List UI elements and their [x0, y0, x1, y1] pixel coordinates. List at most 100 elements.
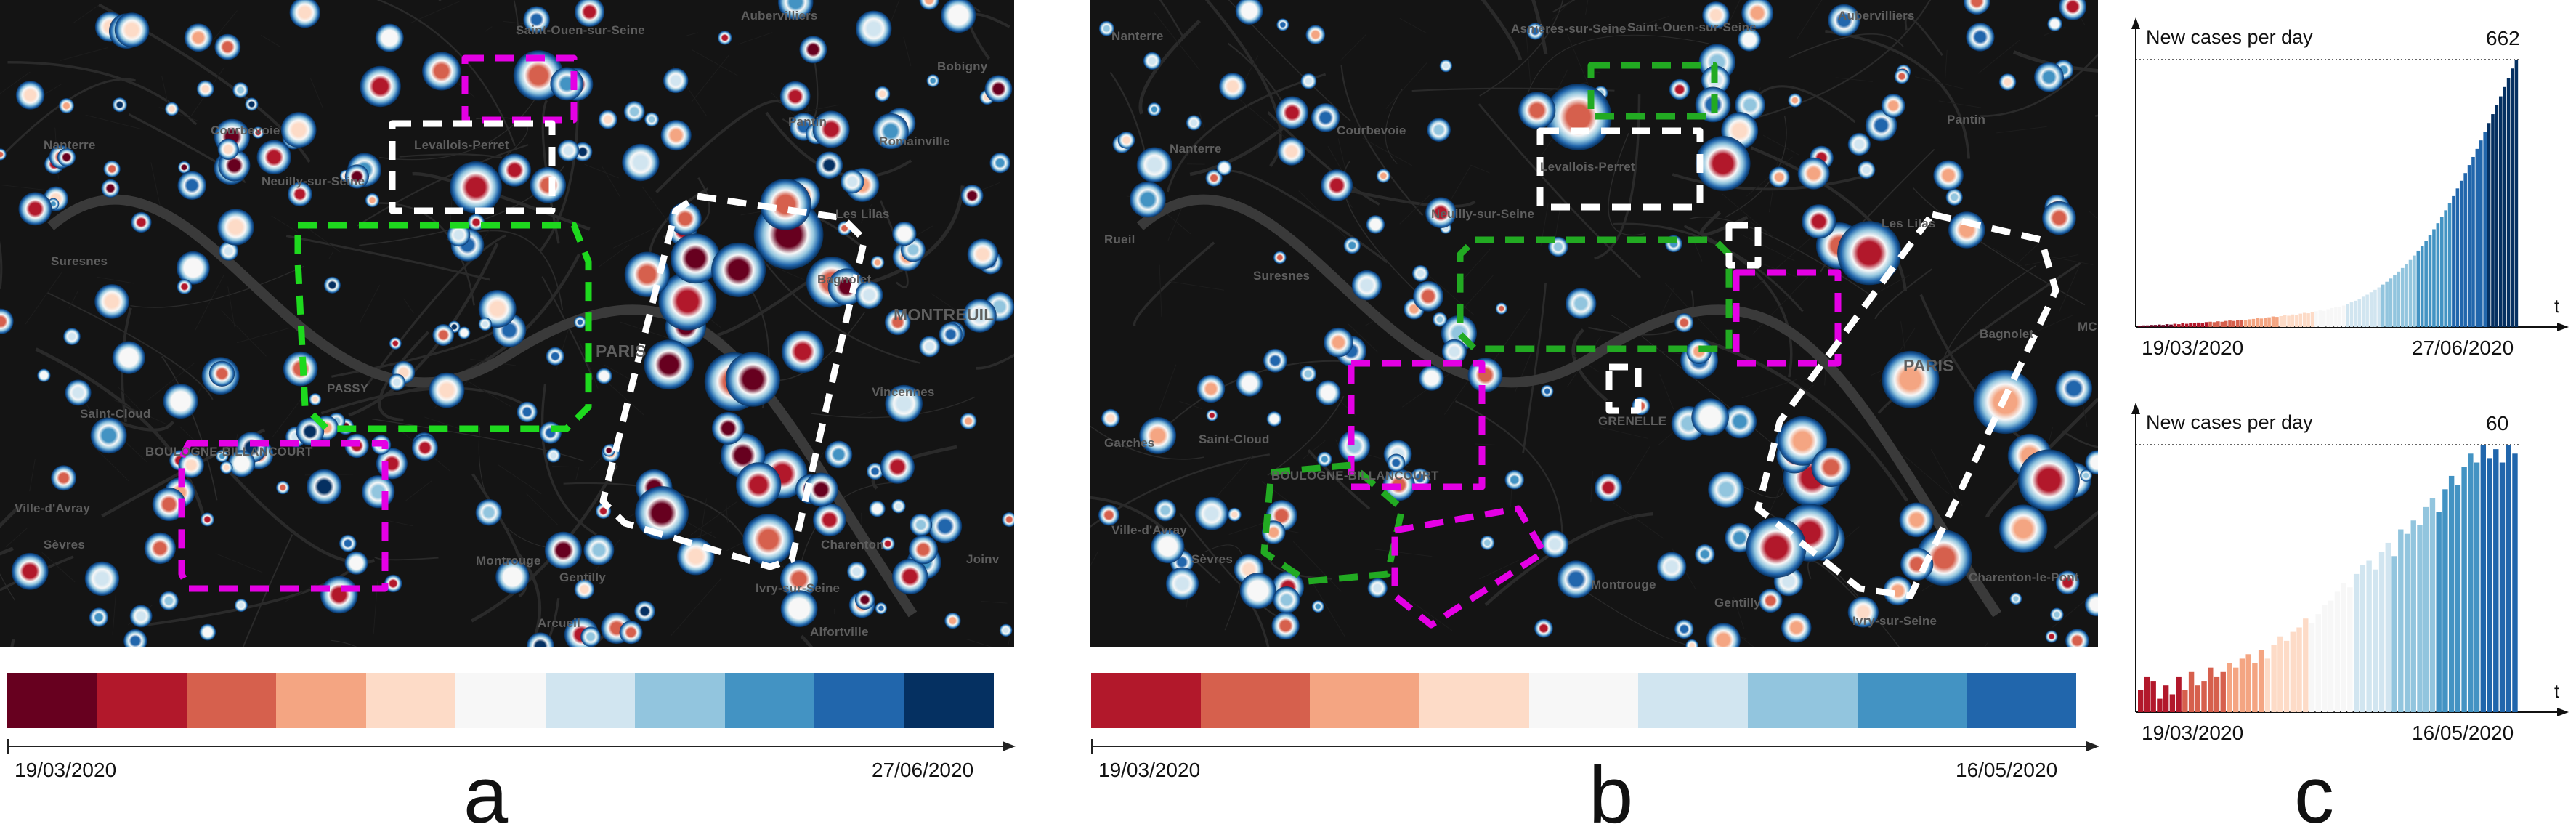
bar [2393, 275, 2397, 327]
case-circle [1240, 573, 1276, 609]
case-circle [1186, 115, 1202, 130]
case-circle [875, 86, 890, 102]
bar [2182, 690, 2187, 712]
case-circle [2065, 629, 2089, 647]
bar [2224, 321, 2228, 327]
place-label: Suresnes [1253, 269, 1310, 283]
bar [2316, 614, 2321, 712]
bar [2338, 307, 2342, 327]
bar [2185, 324, 2189, 327]
case-circle [816, 152, 843, 179]
bar [2181, 323, 2184, 327]
case-circle [1999, 504, 2047, 552]
bar [2272, 317, 2275, 327]
colorbar-b-cell [1529, 673, 1639, 728]
place-label: Saint-Ouen-sur-Seine [516, 23, 645, 38]
case-circle [217, 209, 254, 245]
case-circle [376, 24, 404, 52]
case-circle [1882, 94, 1905, 118]
case-circle [871, 256, 885, 270]
case-circle [1130, 182, 1166, 218]
case-circle [1263, 349, 1287, 373]
bar [2350, 302, 2354, 327]
bar [2138, 690, 2143, 712]
case-circle [91, 417, 127, 453]
colorbar-b-cell [1967, 673, 2076, 728]
colorbar-a-cell [814, 673, 904, 728]
place-label: Nanterre [44, 138, 96, 153]
bar [2495, 105, 2499, 327]
case-circle [1366, 215, 1385, 234]
place-label: Arcueil [538, 616, 580, 631]
bar [2287, 315, 2291, 327]
case-circle [16, 81, 45, 110]
place-label: Bagnolet [1980, 327, 2033, 342]
place-label: Bobigny [937, 60, 987, 74]
bar [2291, 632, 2296, 712]
case-circle [85, 562, 119, 596]
case-circle [113, 97, 127, 112]
bar [2233, 668, 2238, 712]
place-label: Montrouge [476, 554, 541, 568]
place-label: Bagnolet [817, 272, 871, 287]
panel-label-c: c [2294, 756, 2334, 836]
case-circle [1317, 452, 1332, 467]
case-circle [1566, 288, 1597, 319]
case-circle [65, 379, 92, 405]
bar [2303, 313, 2306, 327]
place-label: Pantin [1947, 113, 1985, 127]
case-circle [131, 212, 151, 233]
place-label: PASSY [327, 381, 368, 396]
case-circle [1899, 503, 1934, 538]
case-circle [1933, 161, 1964, 191]
bar [2244, 320, 2248, 327]
case-circle [1858, 161, 1876, 179]
bar [2189, 672, 2194, 712]
place-label: Saint-Ouen-sur-Seine [1627, 20, 1757, 35]
case-circle [841, 170, 864, 194]
map-b-canvas [1090, 0, 2098, 647]
colorbar-a-cell [455, 673, 545, 728]
bar [2341, 583, 2346, 712]
case-circle [1276, 18, 1289, 31]
case-circle [2018, 449, 2080, 511]
bar [2476, 149, 2479, 327]
bar [2264, 318, 2267, 327]
case-circle [37, 368, 50, 381]
colorbar-b-cell [1858, 673, 1967, 728]
case-circle [530, 167, 567, 203]
case-circle [307, 469, 341, 504]
case-circle [1895, 69, 1910, 84]
case-circle [2010, 593, 2022, 605]
case-circle [1300, 366, 1316, 382]
bar [2208, 668, 2213, 712]
bar [2334, 307, 2338, 327]
bar [2284, 641, 2289, 712]
case-circle [580, 626, 601, 647]
case-circle [165, 102, 179, 116]
place-label: Pantin [788, 115, 827, 129]
case-circle [1440, 60, 1453, 73]
bar [2507, 78, 2511, 327]
case-circle [1999, 73, 2017, 91]
bar [2189, 323, 2192, 327]
case-circle [875, 602, 887, 614]
case-circle [1147, 102, 1161, 116]
bar [2452, 196, 2455, 327]
case-circle [1197, 375, 1226, 403]
case-circle [736, 462, 781, 507]
colorbar-a [7, 673, 994, 728]
bar [2208, 322, 2212, 327]
bar [2512, 453, 2517, 712]
case-circle [1352, 270, 1382, 300]
case-circle [599, 110, 617, 129]
case-circle [1228, 508, 1242, 522]
case-circle [909, 535, 938, 564]
case-circle [583, 535, 614, 565]
place-label: Courbevoie [1337, 124, 1406, 138]
case-circle [1413, 281, 1443, 312]
case-circle [928, 509, 963, 544]
case-circle [1143, 52, 1161, 70]
case-circle [94, 284, 129, 319]
